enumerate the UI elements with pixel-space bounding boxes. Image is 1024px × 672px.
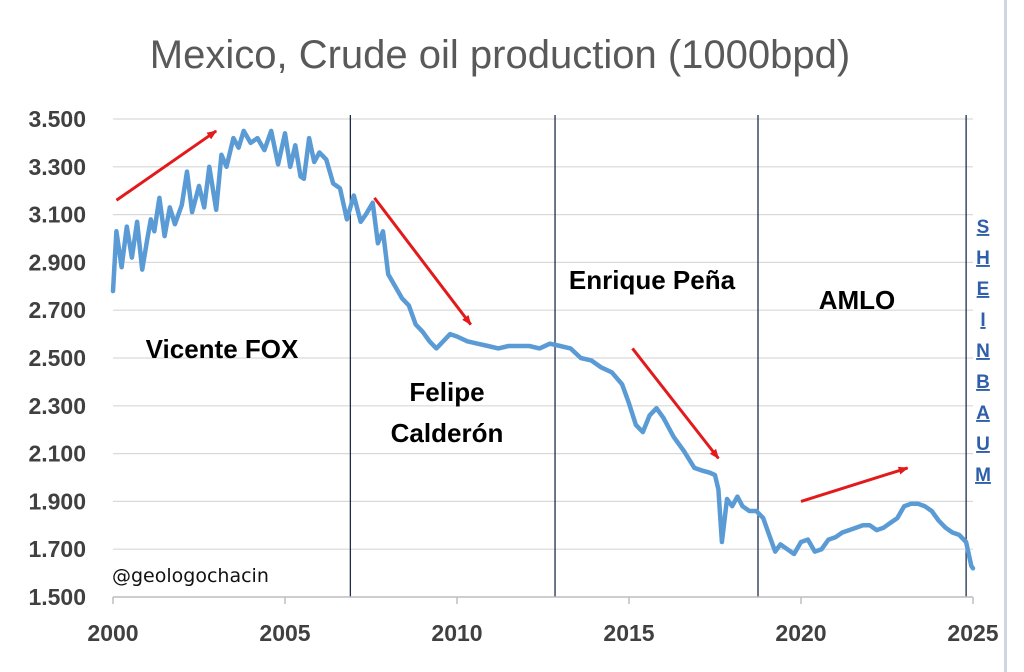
era-label-amlo: AMLO	[819, 285, 896, 315]
x-tick-label: 2005	[259, 620, 310, 646]
y-tick-label: 1.900	[28, 488, 86, 514]
x-tick-label: 2000	[87, 620, 138, 646]
x-tick-label: 2025	[947, 620, 998, 646]
trend-arrow	[800, 466, 909, 503]
y-tick-label: 2.500	[28, 345, 86, 371]
y-tick-label: 3.300	[28, 154, 86, 180]
line-chart: Mexico, Crude oil production (1000bpd) 1…	[28, 33, 998, 646]
x-tick-label: 2015	[603, 620, 654, 646]
vertical-name-letter: M	[975, 465, 991, 486]
production-line	[110, 128, 976, 571]
trend-arrow	[373, 196, 472, 326]
right-edge-line	[1004, 0, 1007, 672]
y-tick-label: 2.300	[28, 393, 86, 419]
vertical-name-letter: E	[977, 279, 990, 300]
vertical-name-letter: I	[980, 310, 985, 331]
x-tick-label: 2020	[775, 620, 826, 646]
x-tick-label: 2010	[431, 620, 482, 646]
vertical-name-letter: B	[976, 372, 990, 393]
y-tick-label: 1.700	[28, 536, 86, 562]
vertical-name-letter: N	[976, 341, 990, 362]
era-label-fox: Vicente FOX	[146, 334, 299, 364]
trend-arrow	[631, 347, 720, 460]
y-tick-label: 2.100	[28, 441, 86, 467]
vertical-name-letter: H	[976, 248, 990, 269]
era-label-calderon-1: Felipe	[409, 377, 484, 407]
vertical-name-letter: U	[976, 434, 990, 455]
y-tick-label: 2.700	[28, 297, 86, 323]
era-label-pena: Enrique Peña	[569, 265, 736, 295]
y-tick-label: 3.100	[28, 202, 86, 228]
chart-title: Mexico, Crude oil production (1000bpd)	[150, 33, 850, 77]
vertical-name-letter: A	[976, 403, 990, 424]
credit-handle: @geologochacin	[112, 565, 269, 587]
y-tick-label: 2.900	[28, 249, 86, 275]
y-tick-label: 1.500	[28, 584, 86, 610]
vertical-name-letter: S	[977, 217, 990, 238]
trend-arrow	[115, 129, 218, 202]
y-tick-label: 3.500	[28, 106, 86, 132]
era-label-calderon-2: Calderón	[391, 418, 504, 448]
